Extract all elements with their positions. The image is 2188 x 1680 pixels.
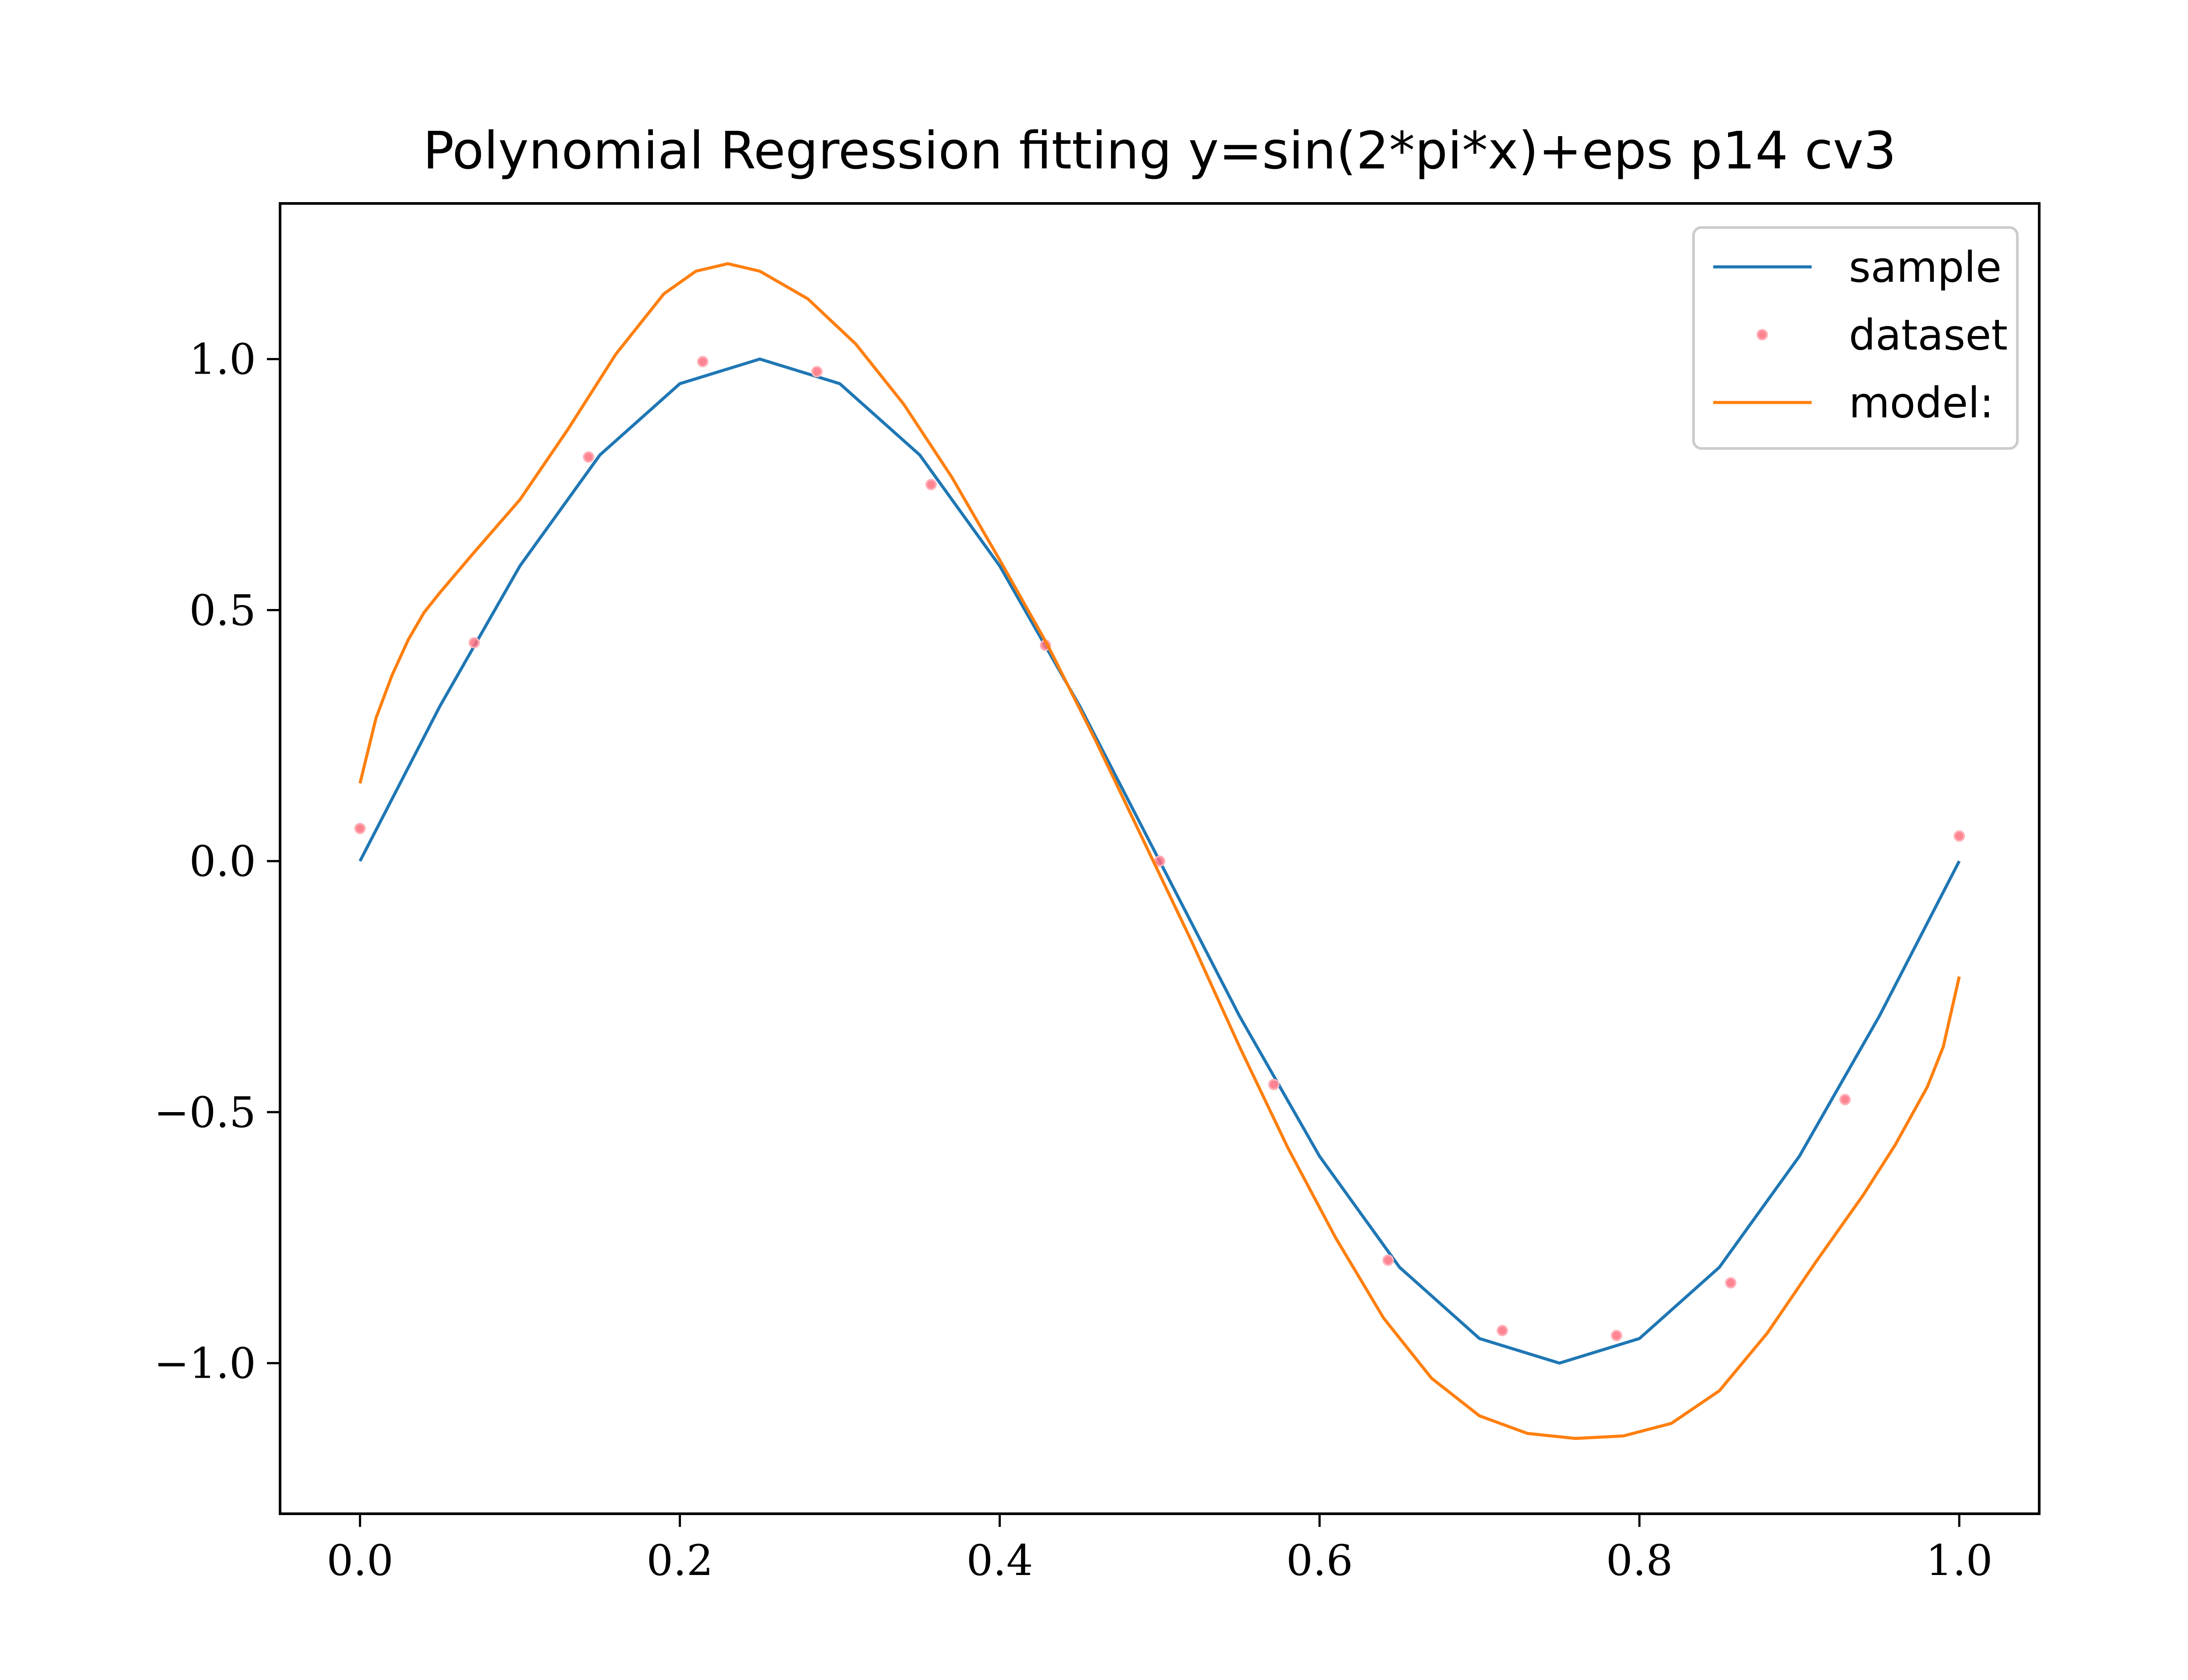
data-point [354,822,366,834]
data-point [1953,830,1965,842]
y-tick-label: −0.5 [154,1088,256,1137]
data-point [697,356,708,368]
series-line-model [358,262,1961,1440]
data-point [925,479,937,490]
data-point [1382,1254,1394,1266]
legend-box [1692,226,2019,450]
x-tick-label: 0.2 [646,1536,713,1585]
y-tick-label: 0.0 [189,837,256,886]
x-tick-label: 0.4 [966,1536,1033,1585]
data-point [1268,1078,1280,1090]
legend-label-dataset: dataset [1849,311,2008,360]
y-tick-label: 1.0 [189,335,256,384]
axes-frame [279,202,2041,1515]
x-tick-label: 0.0 [326,1536,393,1585]
x-tick-label: 1.0 [1926,1536,1993,1585]
x-tick-label: 0.6 [1286,1536,1353,1585]
data-point [583,451,594,463]
x-tick-label: 0.8 [1606,1536,1673,1585]
legend-label-model: model: [1849,378,1994,427]
legend-swatch-dataset [1757,329,1768,340]
chart-title: Polynomial Regression fitting y=sin(2*pi… [423,120,1897,181]
legend-label-sample: sample [1849,243,2002,292]
plot-area [354,262,1965,1440]
data-point [468,637,480,649]
data-point [1839,1094,1851,1106]
y-tick-label: 0.5 [189,586,256,635]
axes: 0.0 0.2 0.4 0.6 0.8 1.0 1.0 0.5 0.0 −0.5 −1.0 [154,202,2041,1585]
y-tick-label: −1.0 [154,1339,256,1388]
data-point [811,366,823,378]
data-point [1725,1277,1736,1289]
legend: sample dataset model: [1692,226,2019,450]
data-point [1611,1330,1623,1341]
data-point [1497,1325,1508,1337]
